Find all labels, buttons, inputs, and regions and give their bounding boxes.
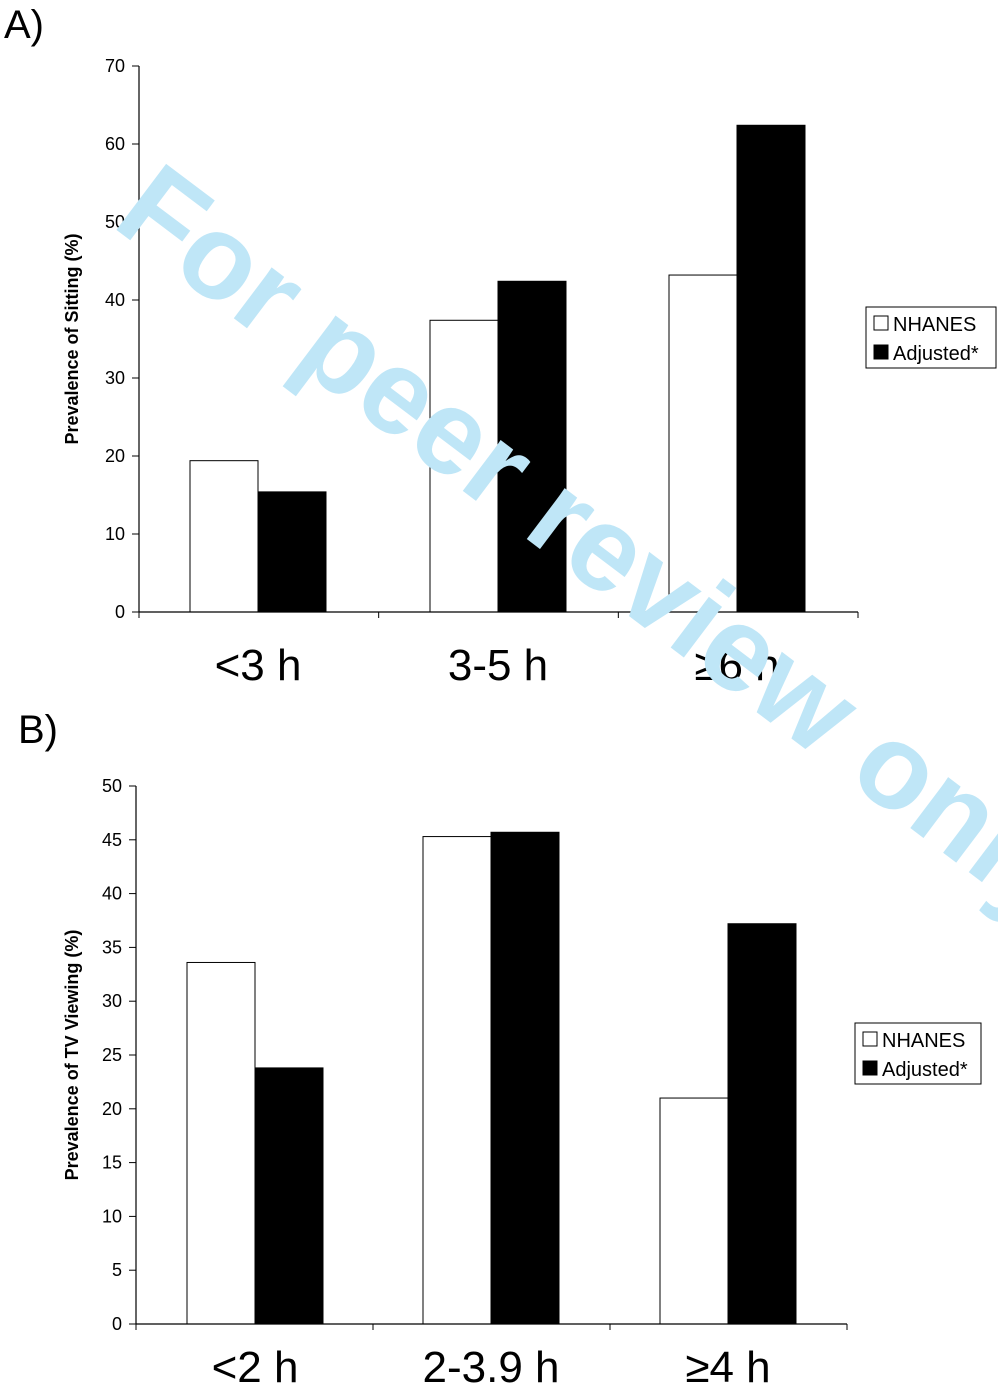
y-tick-label: 0 <box>112 1314 122 1334</box>
y-axis-label: Prevalence of Sitting (%) <box>62 233 82 444</box>
bar-adjusted-3 <box>727 923 797 1325</box>
y-tick-label: 10 <box>102 1206 122 1226</box>
bar-adjusted-1 <box>254 1067 324 1325</box>
panel-label: B) <box>18 708 58 752</box>
bar-adjusted-1 <box>257 491 327 613</box>
bar-adjusted-3 <box>736 124 806 613</box>
x-category-label: <2 h <box>212 1343 299 1391</box>
x-category-label: ≥4 h <box>685 1343 770 1391</box>
y-tick-label: 20 <box>105 446 125 466</box>
bar-nhanes-1 <box>189 460 259 613</box>
y-tick-label: 30 <box>105 368 125 388</box>
x-category-label: <3 h <box>215 641 302 690</box>
legend-label: Adjusted* <box>893 343 979 365</box>
y-tick-label: 40 <box>105 290 125 310</box>
charts-layer: A)Prevalence of Sitting (%)0102030405060… <box>4 3 997 1391</box>
y-tick-label: 10 <box>105 524 125 544</box>
y-tick-label: 15 <box>102 1153 122 1173</box>
legend: NHANES Adjusted* <box>854 1022 982 1085</box>
y-tick-label: 50 <box>102 776 122 796</box>
bar-adjusted-2 <box>490 831 560 1325</box>
y-tick-label: 50 <box>105 212 125 232</box>
bar-nhanes-1 <box>186 961 256 1325</box>
legend-swatch-adjusted <box>873 344 889 360</box>
legend: NHANES Adjusted* <box>865 306 997 369</box>
y-tick-label: 70 <box>105 56 125 76</box>
y-tick-label: 45 <box>102 830 122 850</box>
legend-swatch-nhanes <box>862 1031 878 1047</box>
bar-nhanes-2 <box>422 836 492 1325</box>
y-tick-label: 30 <box>102 991 122 1011</box>
y-tick-label: 25 <box>102 1045 122 1065</box>
legend-label: NHANES <box>893 314 976 336</box>
legend-swatch-adjusted <box>862 1060 878 1076</box>
legend-label: NHANES <box>882 1030 965 1052</box>
x-category-label: 2-3.9 h <box>423 1343 560 1391</box>
y-tick-label: 60 <box>105 134 125 154</box>
chart-b: B) Prevalence of TV Viewing (%) 0 5 10 15 20 25… <box>18 708 982 1391</box>
y-axis-label: Prevalence of TV Viewing (%) <box>62 930 82 1181</box>
y-tick-label: 35 <box>102 937 122 957</box>
y-tick-label: 40 <box>102 884 122 904</box>
y-tick-label: 5 <box>112 1260 122 1280</box>
panel-label: A) <box>4 3 44 47</box>
legend-label: Adjusted* <box>882 1059 968 1081</box>
y-tick-label: 0 <box>115 602 125 622</box>
x-category-label: 3-5 h <box>448 641 548 690</box>
legend-swatch-nhanes <box>873 315 889 331</box>
bar-nhanes-3 <box>659 1097 729 1325</box>
x-category-label: ≥6 h <box>694 641 779 690</box>
bar-nhanes-3 <box>668 274 738 613</box>
bar-nhanes-2 <box>429 319 499 613</box>
y-tick-label: 20 <box>102 1099 122 1119</box>
bar-adjusted-2 <box>497 280 567 613</box>
chart-a: A) Prevalence of Sitting (%) 0 10 20 30 40 50 60… <box>4 3 997 690</box>
